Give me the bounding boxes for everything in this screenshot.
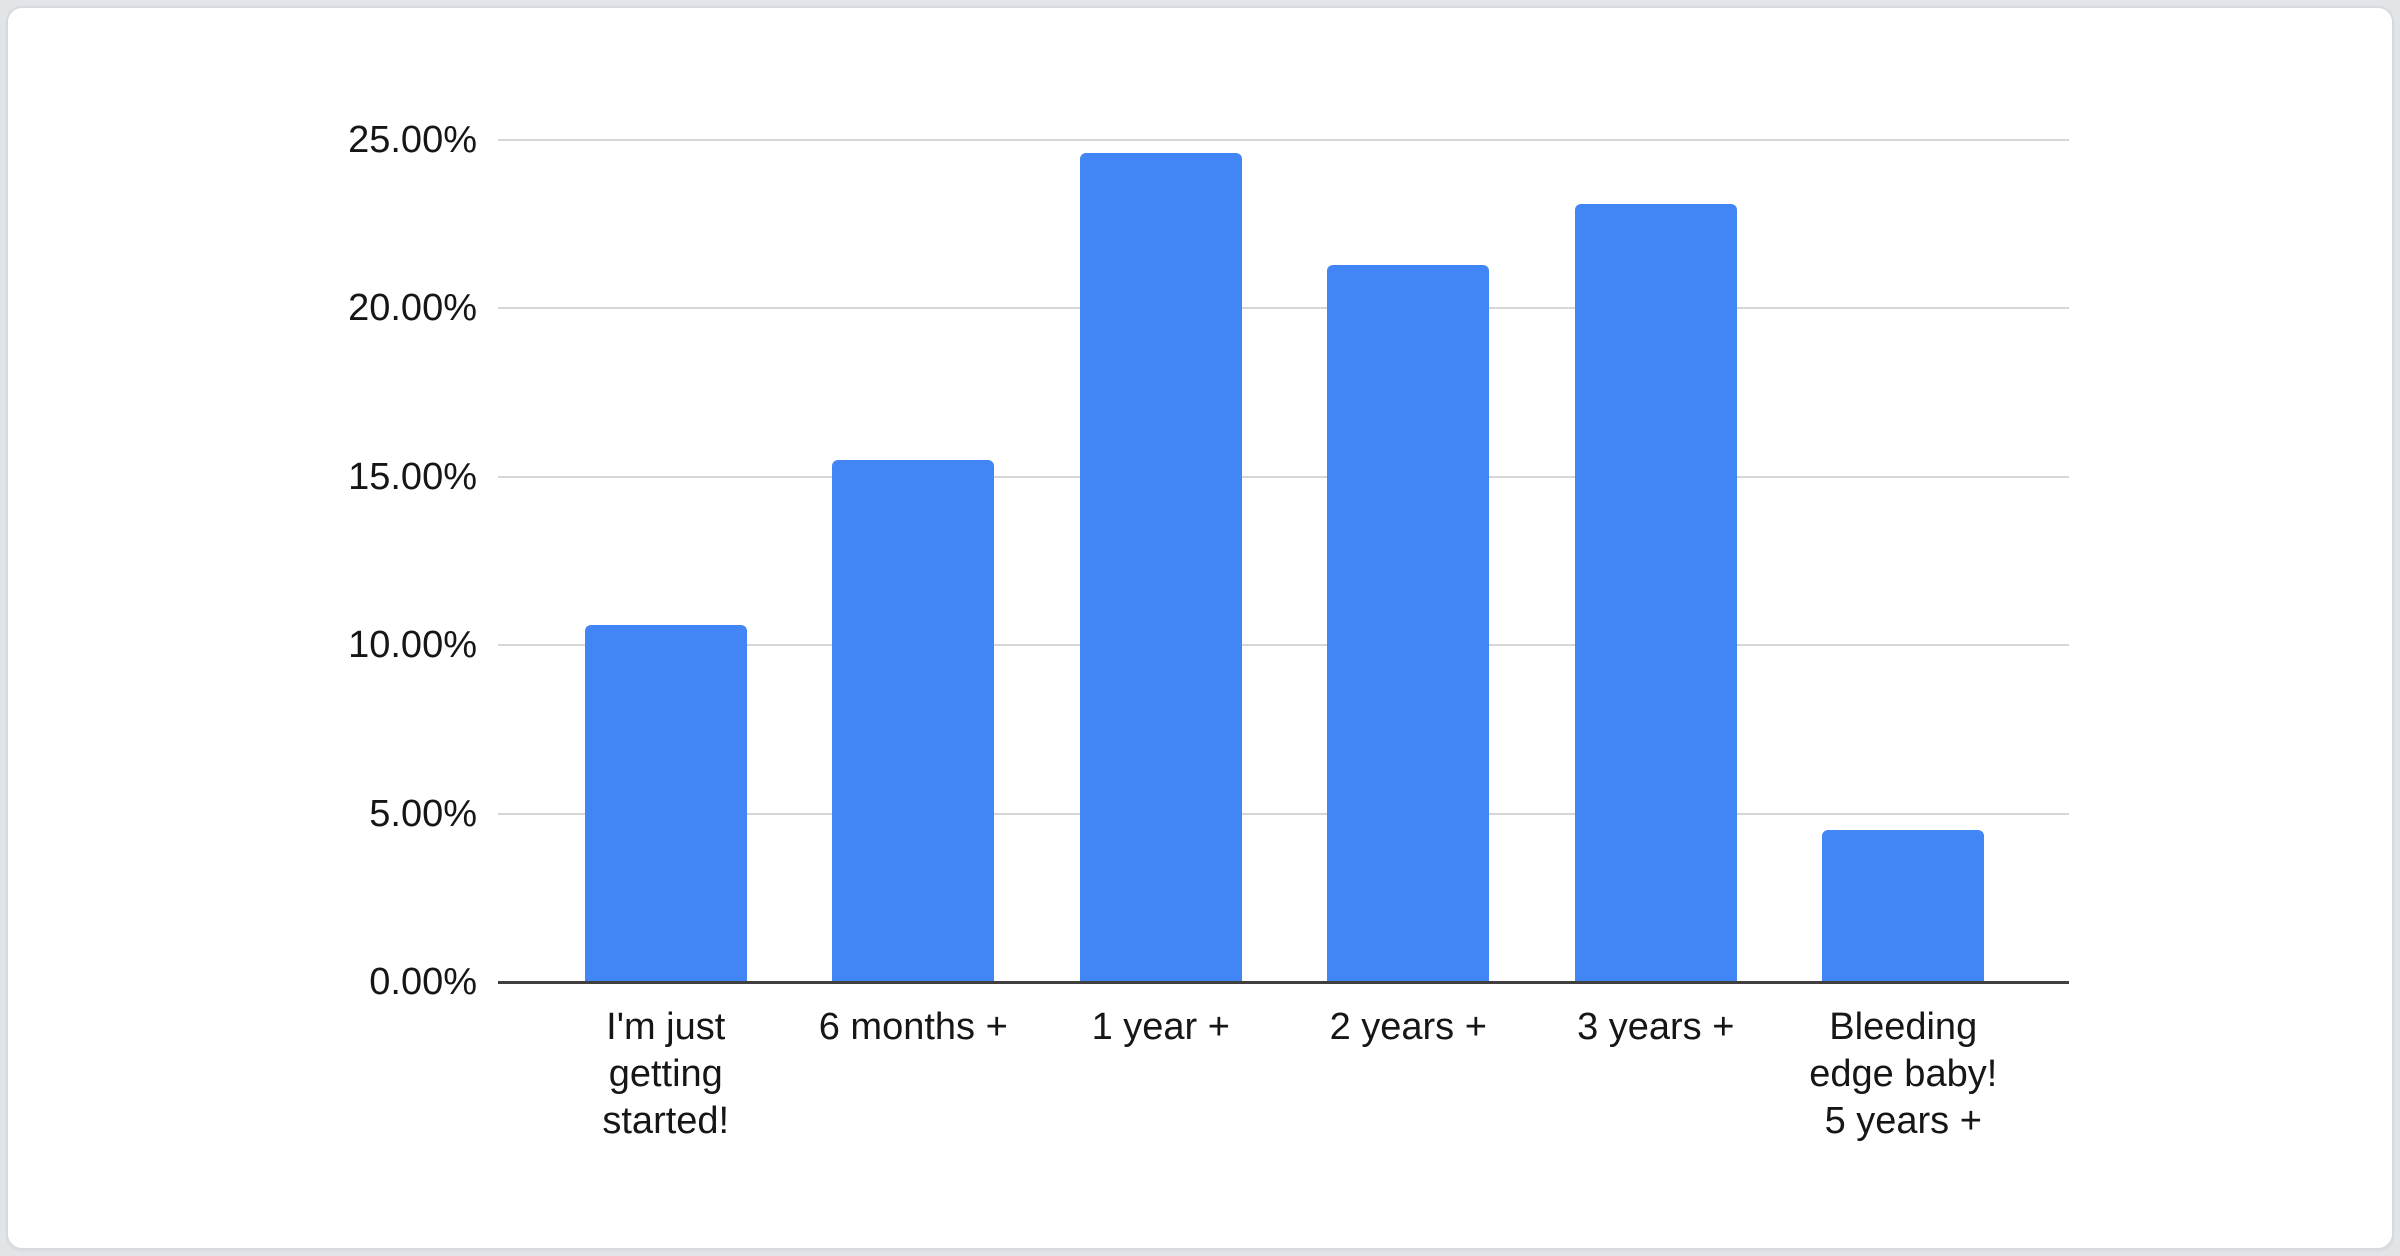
- x-axis-category-label: 6 months +: [818, 1006, 1008, 1048]
- gridline: [498, 475, 2069, 478]
- x-axis-category-label: 2 years +: [1329, 1006, 1487, 1048]
- bar-chart: 0.00% 5.00% 10.00% 15.00% 20.00% 25.00% I'm ju…: [8, 8, 2392, 1248]
- gridline: [498, 812, 2069, 815]
- bar: [1574, 203, 1737, 982]
- bar: [1079, 153, 1242, 982]
- gridline: [498, 644, 2069, 647]
- x-axis-line: [498, 981, 2069, 984]
- bar: [1327, 264, 1490, 982]
- x-axis-category-label: 3 years +: [1577, 1006, 1735, 1048]
- bar: [832, 459, 995, 982]
- y-axis-tick-label: 15.00%: [348, 455, 477, 498]
- gridline: [498, 307, 2069, 310]
- y-axis-tick-label: 0.00%: [369, 961, 477, 1003]
- x-axis-category-label: 1 year +: [1091, 1006, 1230, 1048]
- y-axis-tick-label: 20.00%: [348, 287, 477, 330]
- y-axis-tick-label: 5.00%: [369, 792, 477, 835]
- gridline: [498, 139, 2069, 141]
- x-axis-category-label: I'm just getting started!: [602, 1006, 730, 1142]
- chart-card: 0.00% 5.00% 10.00% 15.00% 20.00% 25.00% I'm ju…: [6, 6, 2394, 1250]
- y-axis-tick-label: 10.00%: [348, 624, 477, 667]
- bar: [1822, 830, 1985, 982]
- x-axis-category-label: Bleeding edge baby! 5 years +: [1809, 1006, 1998, 1142]
- y-axis-tick-label: 25.00%: [348, 119, 477, 161]
- bar: [584, 624, 747, 982]
